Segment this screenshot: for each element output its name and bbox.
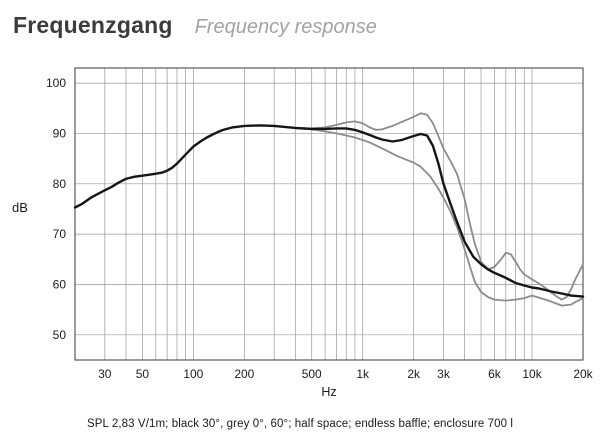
curve-2-black-30deg — [73, 124, 585, 298]
page-subtitle: Frequency response — [194, 16, 377, 38]
page-title: Frequenzgang — [13, 12, 173, 38]
y-tick-label: 50 — [53, 328, 67, 342]
y-tick-label: 90 — [53, 126, 67, 140]
curve-0-grey-0deg — [294, 112, 584, 301]
x-tick-label: 100 — [183, 367, 203, 381]
x-tick-label: 30 — [98, 367, 112, 381]
x-tick-label: 1k — [356, 367, 370, 381]
x-tick-label: 50 — [136, 367, 150, 381]
chart-header: Frequenzgang Frequency response — [13, 12, 377, 39]
frequency-response-chart: 100 90 80 70 60 50 30 50 100 200 500 1k 2k 3k 6k 10k 20k… — [46, 67, 594, 399]
x-tick-label: 20k — [573, 367, 593, 381]
curve-1-grey-60deg — [294, 127, 584, 307]
y-tick-label: 70 — [53, 227, 67, 241]
y-tick-label: 60 — [53, 277, 67, 291]
x-tick-label: 10k — [522, 367, 542, 381]
x-tick-label: 2k — [407, 367, 421, 381]
plot-frame — [74, 67, 584, 361]
chart-caption: SPL 2,83 V/1m; black 30°, grey 0°, 60°; … — [86, 418, 514, 430]
x-axis-unit-label: Hz — [321, 385, 336, 399]
y-tick-label: 100 — [46, 76, 66, 90]
y-axis-unit-label: dB — [12, 200, 28, 215]
x-tick-label: 3k — [437, 367, 451, 381]
y-tick-label: 80 — [53, 177, 67, 191]
x-tick-label: 200 — [234, 367, 254, 381]
x-tick-label: 500 — [302, 367, 322, 381]
x-tick-label: 6k — [488, 367, 502, 381]
